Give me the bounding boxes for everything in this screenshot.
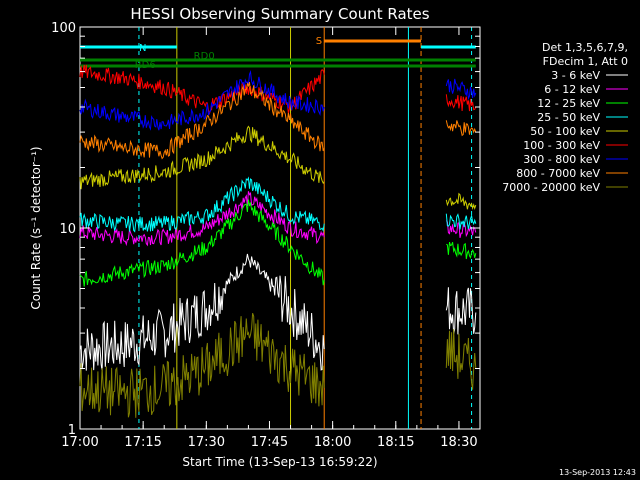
series-path	[79, 125, 325, 190]
legend-header: Det 1,3,5,6,7,9,	[542, 41, 628, 54]
series-path	[79, 253, 325, 371]
series-line	[79, 253, 477, 371]
legend-label: 12 - 25 keV	[537, 97, 600, 110]
x-tick-label: 18:15	[377, 435, 414, 450]
timestamp: 13-Sep-2013 12:43	[559, 468, 636, 477]
flag-label: N	[139, 43, 146, 54]
series-path	[445, 329, 477, 390]
y-tick-label: 10	[59, 222, 76, 237]
series-line	[79, 125, 477, 210]
x-tick-label: 17:30	[188, 435, 225, 450]
series-path	[445, 120, 477, 137]
y-tick-label: 100	[51, 21, 76, 36]
series-path	[445, 192, 477, 210]
legend-header: FDecim 1, Att 0	[543, 55, 628, 68]
y-tick-label: 1	[68, 423, 76, 438]
legend: Det 1,3,5,6,7,9,FDecim 1, Att 03 - 6 keV…	[502, 41, 628, 194]
legend-label: 6 - 12 keV	[544, 83, 600, 96]
flag-label: S	[316, 36, 322, 47]
legend-label: 100 - 300 keV	[523, 139, 600, 152]
series-line	[79, 199, 477, 287]
series-path	[446, 241, 477, 260]
series-path	[445, 94, 477, 112]
legend-label: 3 - 6 keV	[551, 69, 600, 82]
y-axis-label: Count Rate (s⁻¹ detector⁻¹)	[29, 146, 43, 309]
series-layer	[79, 64, 477, 418]
series-line	[79, 176, 477, 233]
x-tick-label: 18:30	[440, 435, 477, 450]
axis-ticks: 17:00 17:15 17:30 17:45 18:00 18:15 18:30 1 10 10…	[51, 21, 481, 450]
series-path	[79, 70, 325, 131]
status-flags: N S RD0 RD6	[80, 27, 476, 429]
series-path	[445, 287, 477, 335]
x-tick-label: 17:00	[61, 435, 98, 450]
legend-label: 50 - 100 keV	[530, 125, 600, 138]
x-tick-label: 17:45	[251, 435, 288, 450]
flag-label: RD0	[194, 51, 215, 62]
legend-label: 300 - 800 keV	[523, 153, 600, 166]
legend-label: 25 - 50 keV	[537, 111, 600, 124]
flag-label: RD6	[135, 60, 156, 71]
series-path	[79, 313, 325, 418]
series-line	[79, 313, 477, 418]
series-path	[79, 176, 325, 233]
series-path	[79, 191, 325, 247]
series-path	[445, 78, 477, 101]
series-line	[79, 70, 477, 131]
x-tick-label: 18:00	[314, 435, 351, 450]
x-tick-label: 17:15	[124, 435, 161, 450]
series-path	[79, 199, 325, 287]
x-axis-label: Start Time (13-Sep-13 16:59:22)	[182, 455, 377, 469]
series-path	[445, 213, 477, 230]
legend-label: 800 - 7000 keV	[516, 167, 600, 180]
series-path	[79, 82, 325, 160]
chart-title: HESSI Observing Summary Count Rates	[130, 5, 429, 23]
series-line	[79, 82, 477, 160]
legend-label: 7000 - 20000 keV	[502, 181, 600, 194]
